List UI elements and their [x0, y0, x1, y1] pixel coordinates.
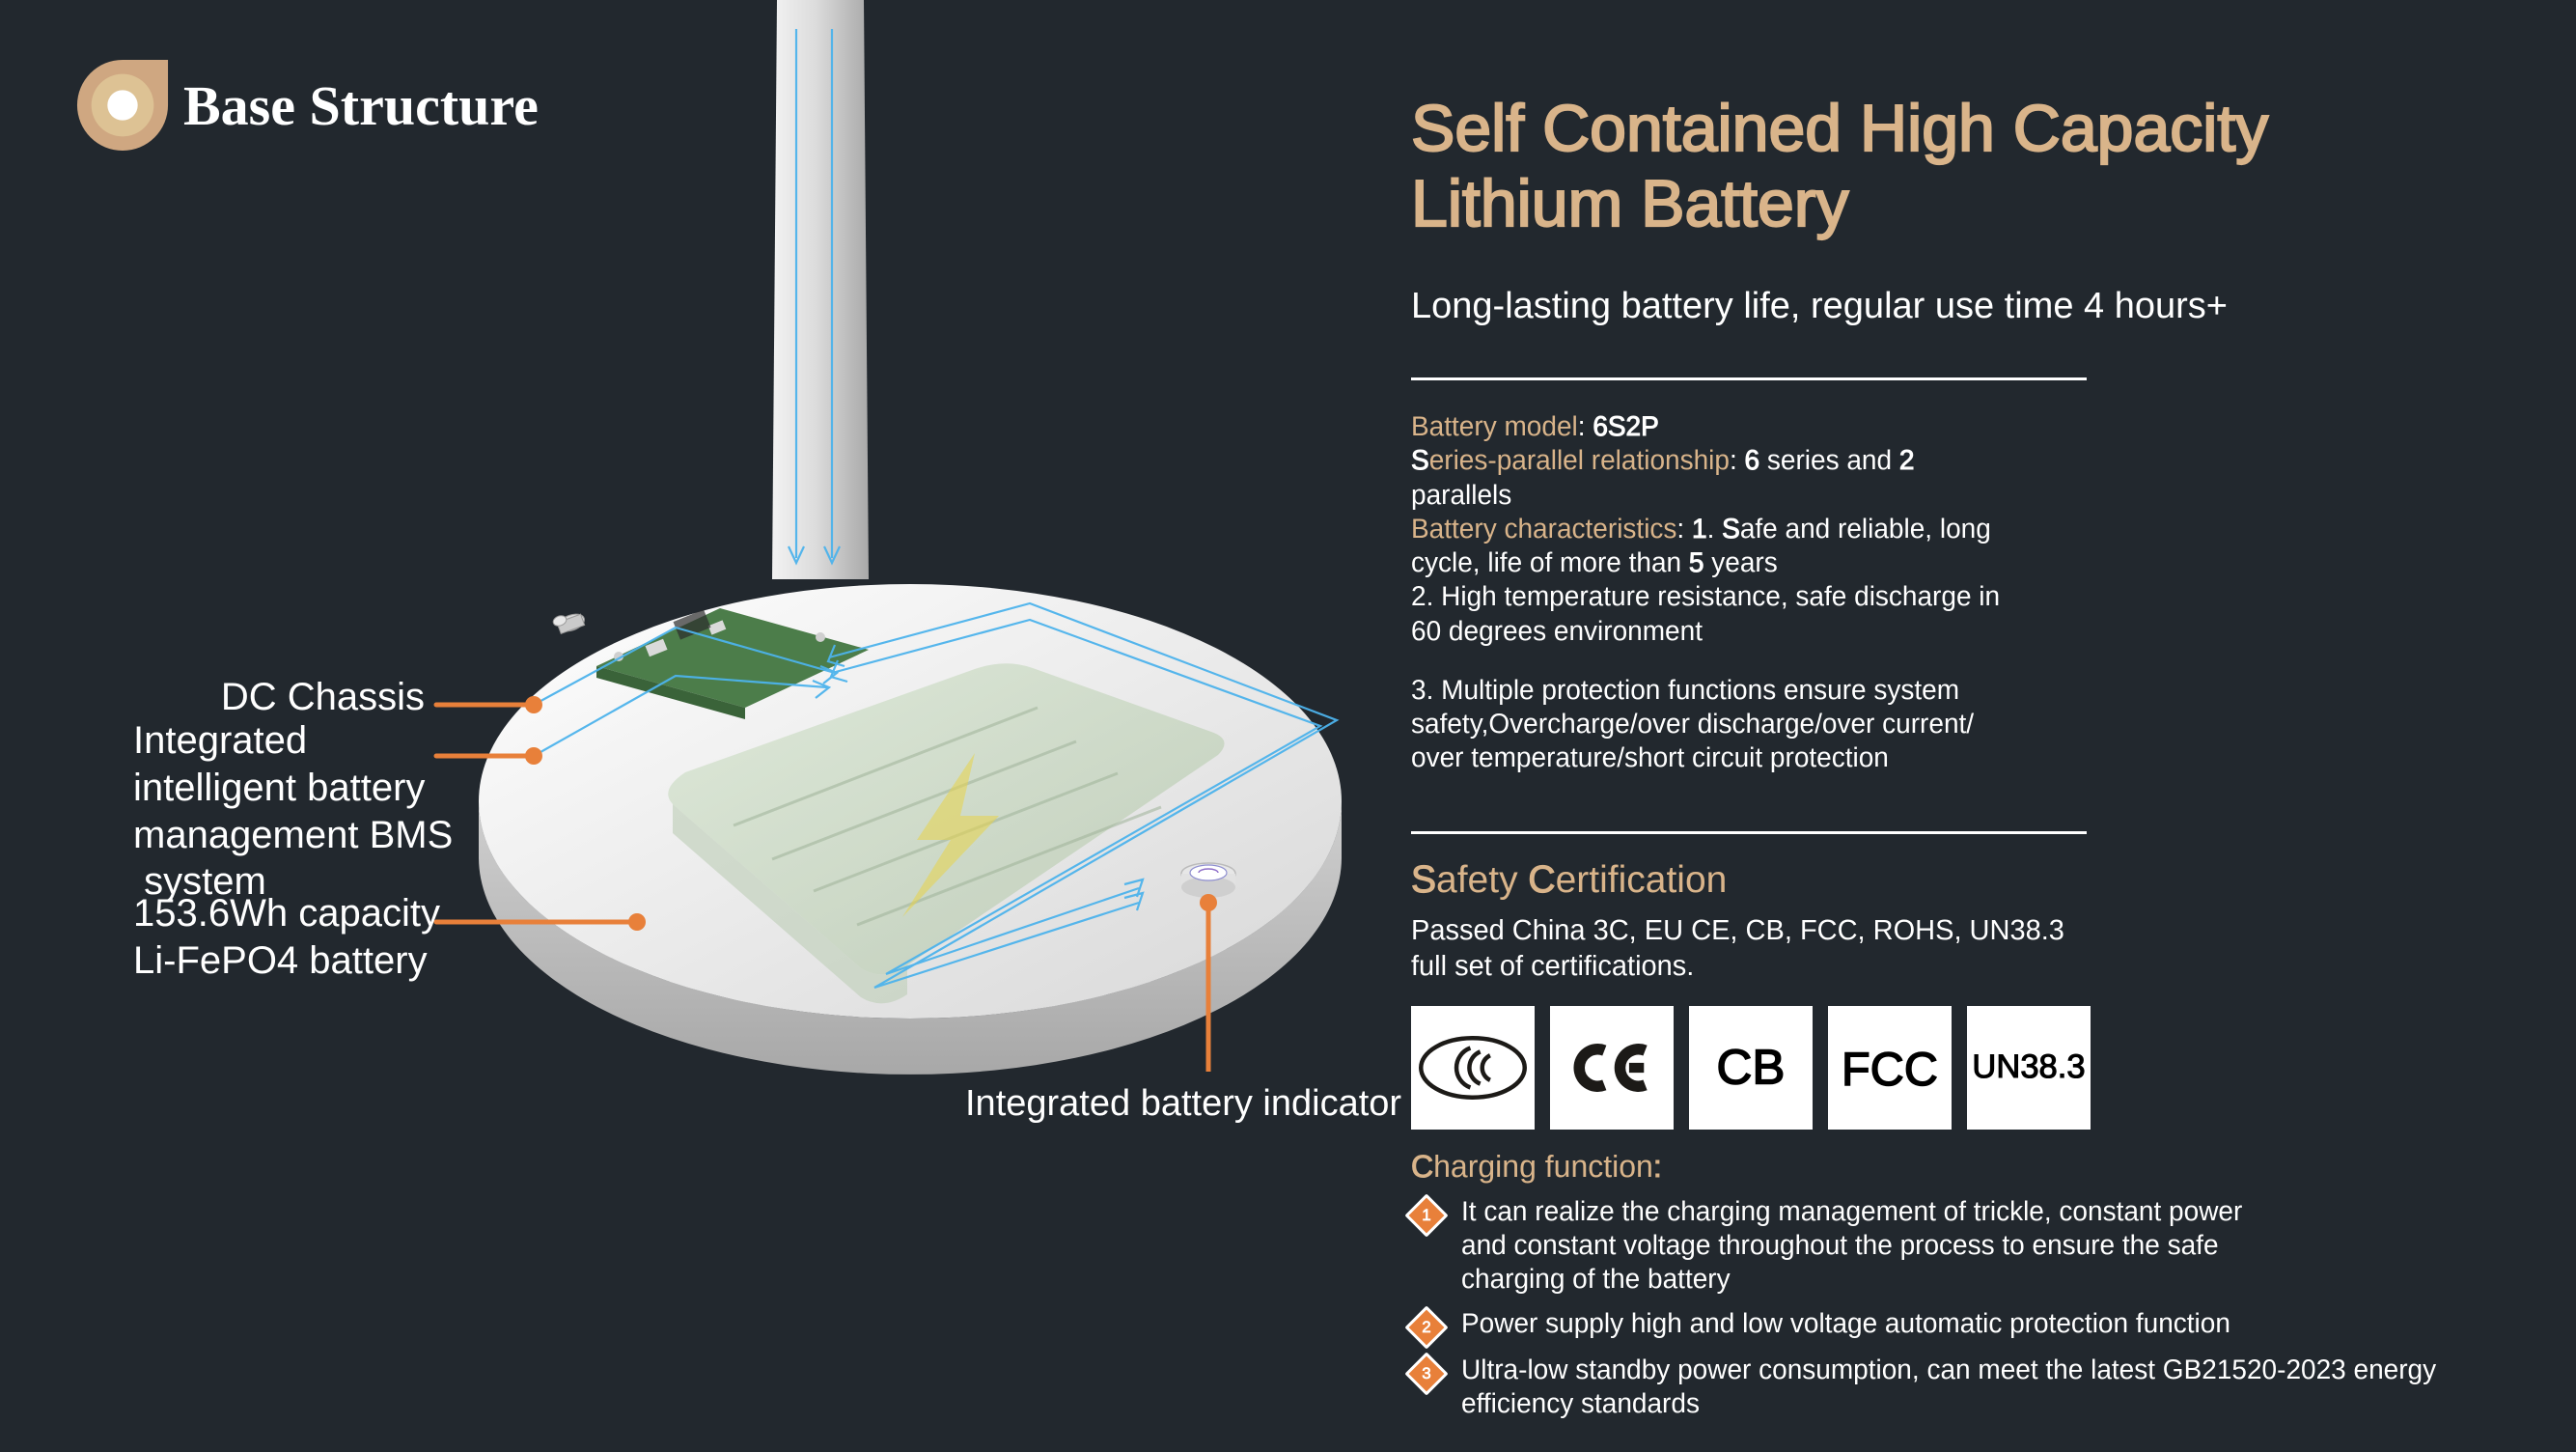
- svg-text:FCC: FCC: [1842, 1044, 1938, 1096]
- svg-text:CB: CB: [1716, 1040, 1785, 1095]
- svg-text:UN38.3: UN38.3: [1972, 1048, 2085, 1085]
